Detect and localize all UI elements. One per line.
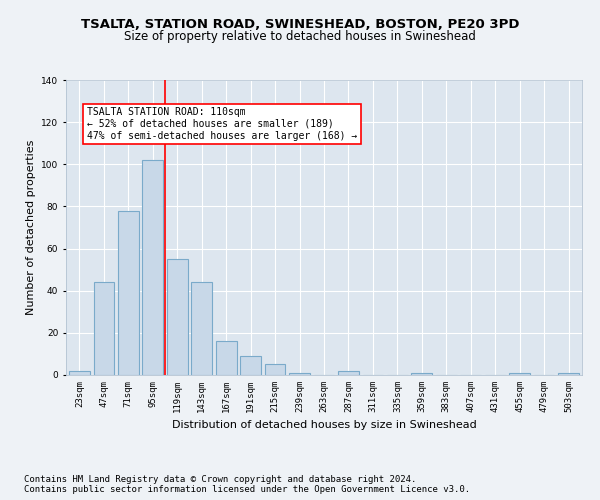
Text: TSALTA, STATION ROAD, SWINESHEAD, BOSTON, PE20 3PD: TSALTA, STATION ROAD, SWINESHEAD, BOSTON…: [81, 18, 519, 30]
Bar: [338, 371, 359, 375]
Bar: [509, 373, 530, 375]
Bar: [167, 259, 188, 375]
X-axis label: Distribution of detached houses by size in Swineshead: Distribution of detached houses by size …: [172, 420, 476, 430]
Bar: [118, 210, 139, 375]
Text: TSALTA STATION ROAD: 110sqm
← 52% of detached houses are smaller (189)
47% of se: TSALTA STATION ROAD: 110sqm ← 52% of det…: [87, 108, 357, 140]
Bar: [558, 373, 579, 375]
Bar: [265, 364, 286, 375]
Text: Contains public sector information licensed under the Open Government Licence v3: Contains public sector information licen…: [24, 485, 470, 494]
Bar: [69, 371, 90, 375]
Text: Contains HM Land Registry data © Crown copyright and database right 2024.: Contains HM Land Registry data © Crown c…: [24, 475, 416, 484]
Bar: [142, 160, 163, 375]
Y-axis label: Number of detached properties: Number of detached properties: [26, 140, 35, 315]
Text: Size of property relative to detached houses in Swineshead: Size of property relative to detached ho…: [124, 30, 476, 43]
Bar: [412, 373, 432, 375]
Bar: [191, 282, 212, 375]
Bar: [289, 373, 310, 375]
Bar: [94, 282, 114, 375]
Bar: [216, 342, 236, 375]
Bar: [240, 356, 261, 375]
